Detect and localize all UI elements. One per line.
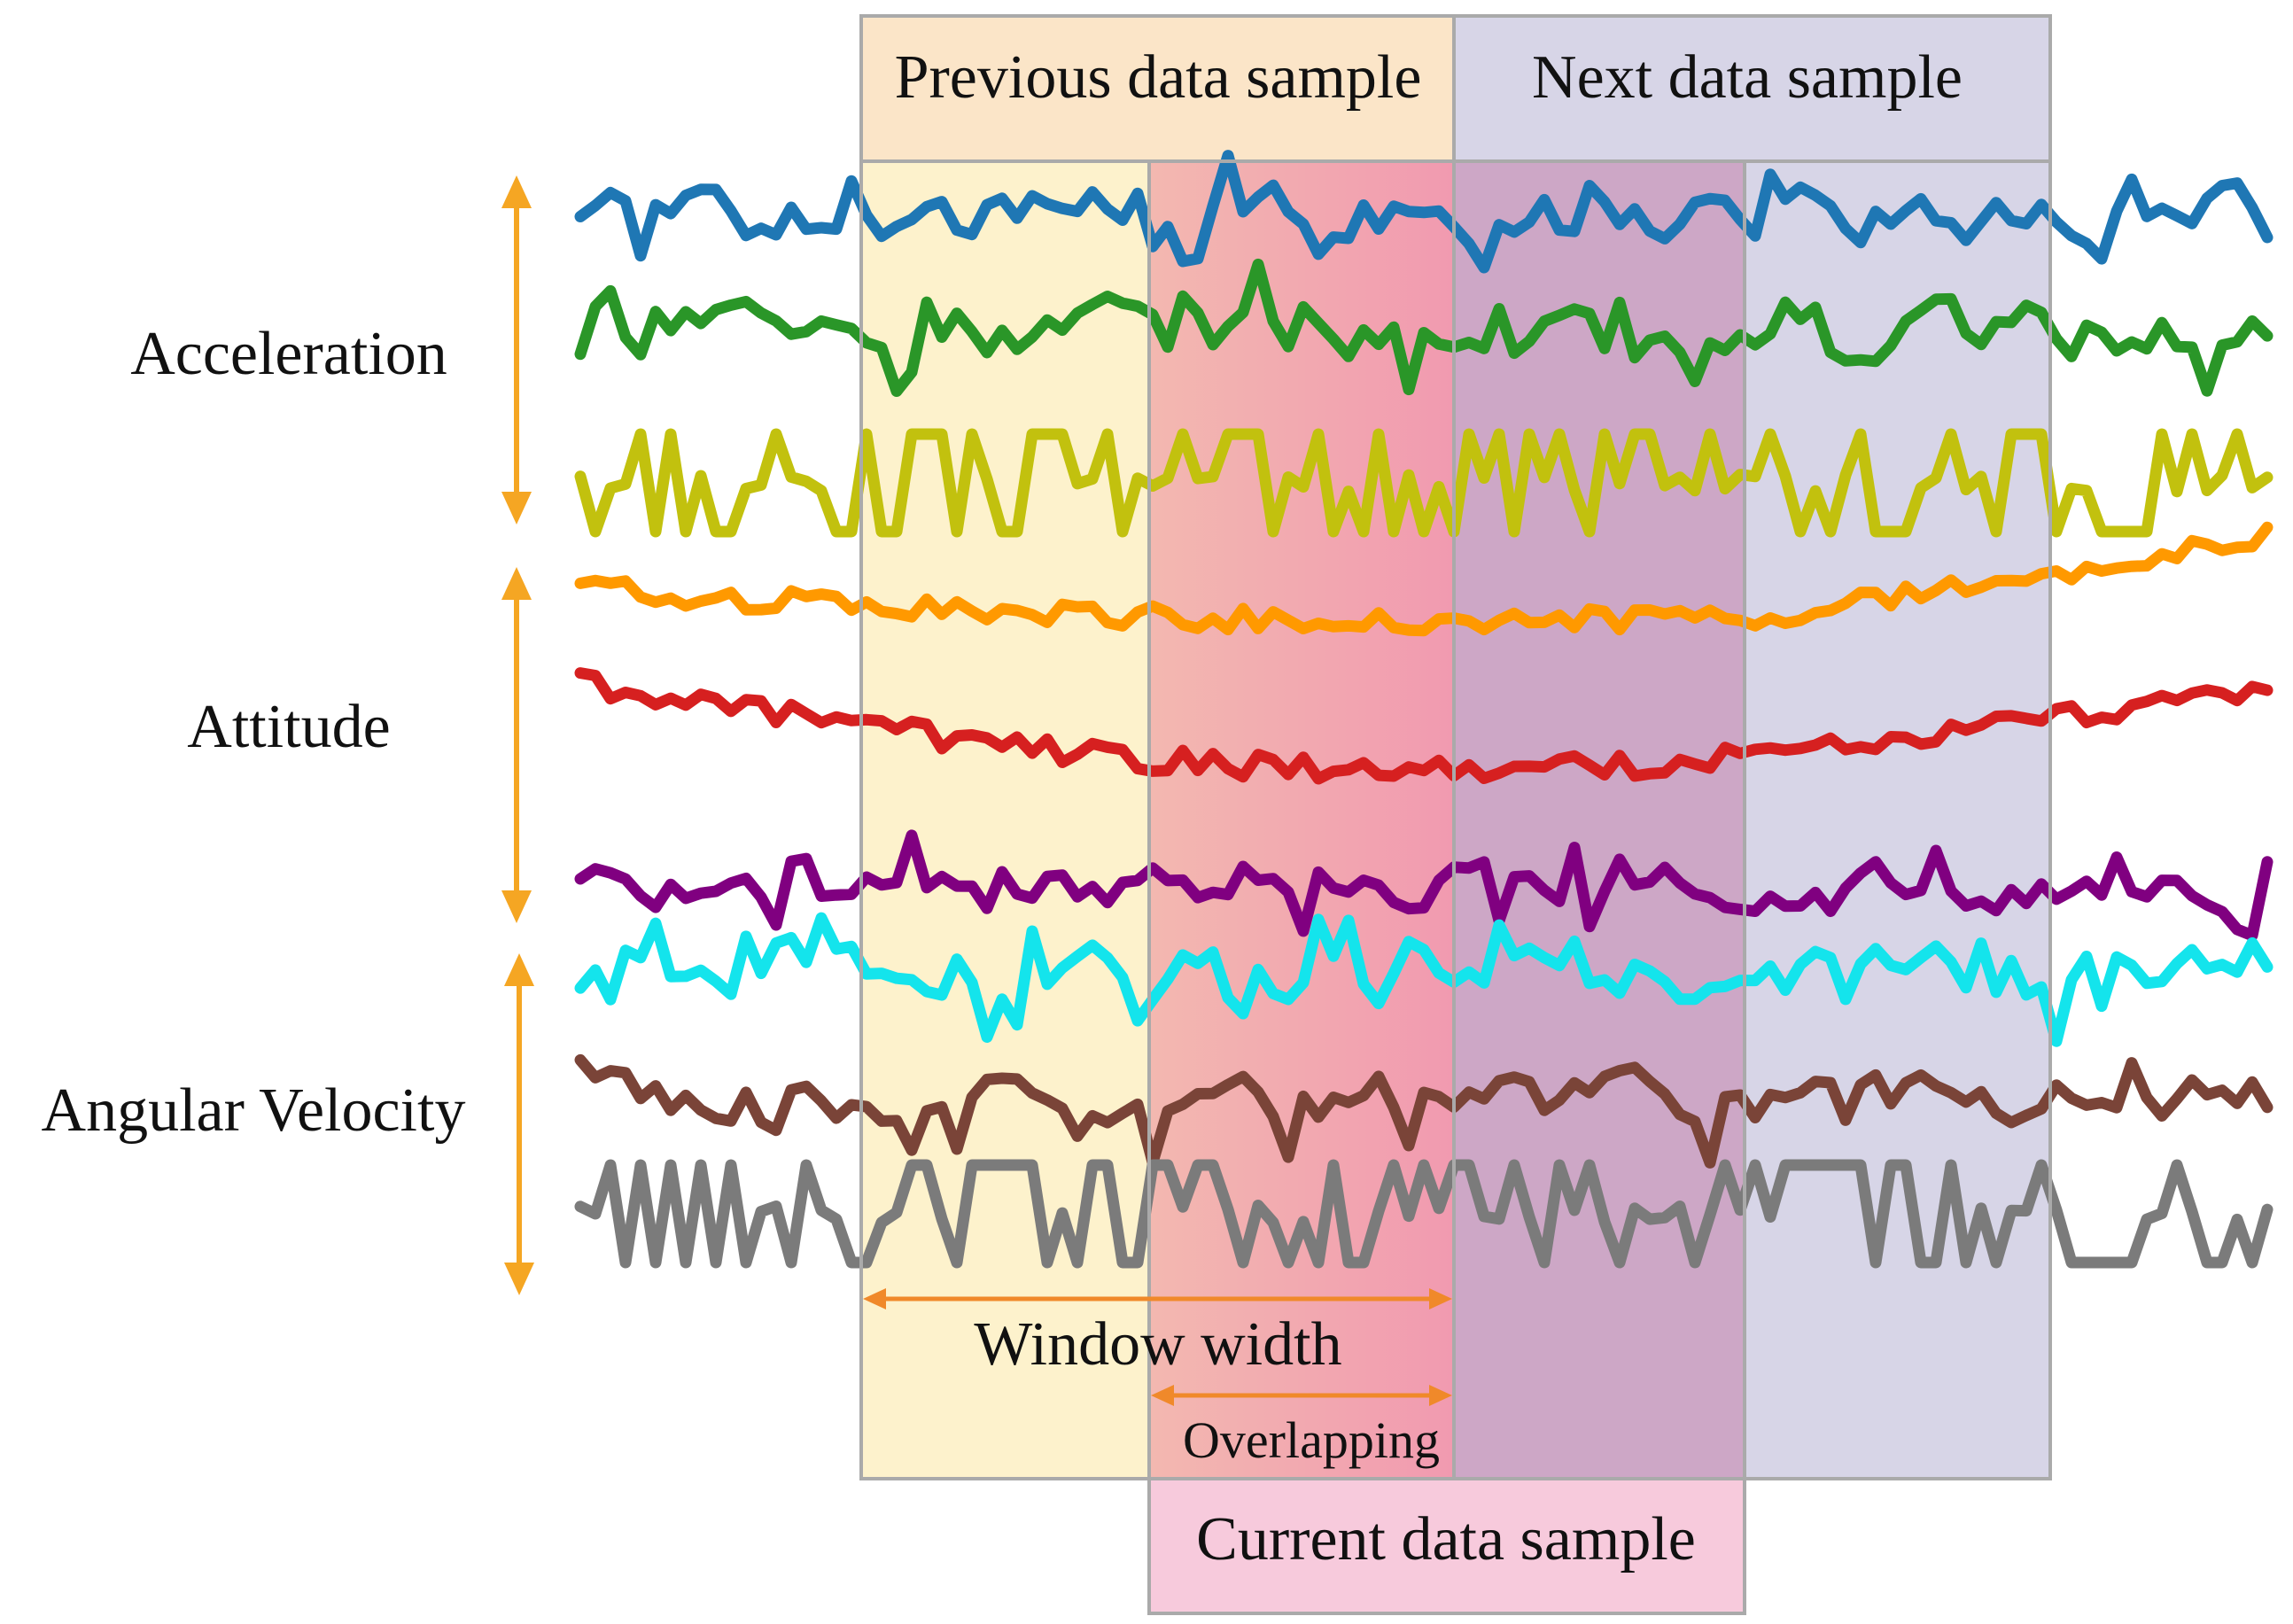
angular-velocity-arrow-head-up (504, 953, 534, 986)
overlapping-label: Overlapping (1183, 1411, 1440, 1469)
next-window-region (1745, 161, 2050, 1479)
current-sample-label: Current data sample (1196, 1505, 1696, 1573)
angular-velocity-arrow-head-down (504, 1263, 534, 1295)
attitude-arrow-head-down (501, 890, 532, 923)
previous-window-region (861, 161, 1149, 1479)
overlapping-arrow (1151, 1385, 1452, 1406)
acceleration-arrow-head-down (501, 492, 532, 524)
next-sample-header (1454, 16, 2050, 161)
window-width-arrow (863, 1288, 1452, 1309)
group-arrows (501, 175, 534, 1295)
current-sample-footer (1149, 1479, 1745, 1613)
next-sample-label: Next data sample (1532, 43, 1963, 112)
previous-sample-header (861, 16, 1454, 161)
acceleration-arrow-head-up (501, 175, 532, 208)
group-label-angular-velocity: Angular Velocity (42, 1076, 466, 1145)
attitude-arrow-head-up (501, 567, 532, 600)
window-width-label: Window width (974, 1310, 1341, 1379)
overlap-shade (1149, 161, 1454, 1479)
group-label-acceleration: Acceleration (130, 320, 447, 388)
previous-sample-label: Previous data sample (895, 43, 1422, 112)
window-frames (859, 14, 2052, 1615)
next-window-frame (1452, 14, 2052, 1480)
group-label-attitude: Attitude (187, 693, 390, 761)
